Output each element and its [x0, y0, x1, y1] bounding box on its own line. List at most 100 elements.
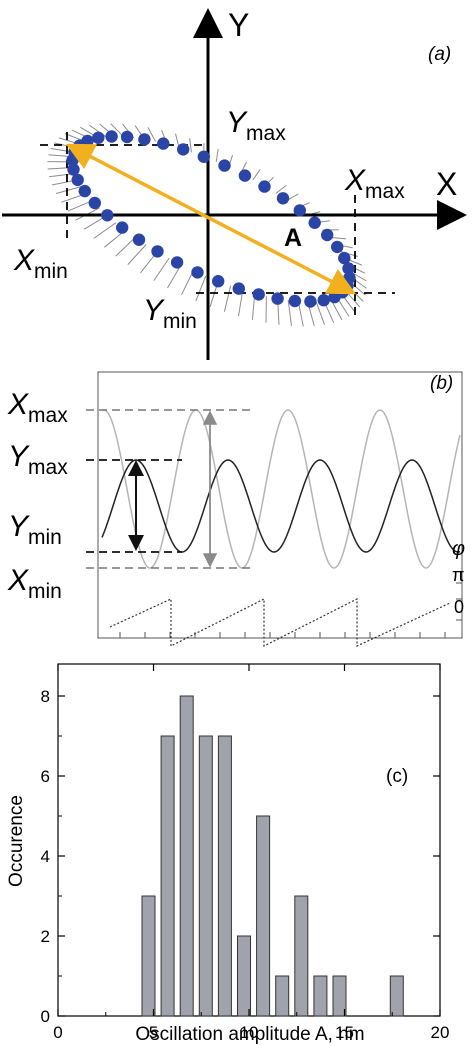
- trajectory-dot: [105, 130, 118, 143]
- panel-a-label: (a): [428, 44, 451, 65]
- panel-b-ticks: [119, 582, 462, 638]
- hatch-line: [238, 289, 244, 317]
- trajectory-dot: [177, 143, 190, 156]
- trajectory-dot: [170, 256, 184, 269]
- trajectory-dot: [212, 275, 225, 288]
- histogram-bar: [198, 735, 213, 1017]
- histogram-bar: [294, 895, 309, 1017]
- y-signal-curve: [101, 459, 461, 553]
- y-tick-label: 4: [41, 847, 50, 866]
- trajectory-dot: [288, 294, 302, 308]
- trajectory-dot: [343, 271, 356, 284]
- hatch-line: [195, 275, 207, 302]
- hatch-line: [93, 222, 117, 239]
- histogram: 0 5 10 15 20 0 2 4 6 8: [41, 663, 450, 1042]
- histogram-bar: [313, 975, 328, 1017]
- trajectory-dot: [328, 290, 341, 304]
- histogram-bar: [217, 735, 232, 1017]
- trajectory-dot: [101, 209, 114, 222]
- histogram-bar: [141, 895, 156, 1017]
- trajectory-dot: [321, 228, 334, 242]
- pi-tick-label: π: [452, 565, 464, 585]
- xmin-label: Xmin: [13, 244, 68, 283]
- zero-tick-label: 0: [454, 597, 464, 617]
- x-axis-title: Oscillation amplitude A, nm: [135, 1024, 364, 1045]
- y-axis-title: Occurence: [6, 795, 27, 887]
- trajectory-dot: [317, 294, 330, 307]
- trajectory-dot: [197, 150, 210, 163]
- xmax-label: Xmax: [344, 164, 405, 203]
- trajectory-dot: [252, 288, 265, 301]
- trajectory-dot: [151, 245, 164, 258]
- panel-c: 0 5 10 15 20 0 2 4 6 8 (c) Oscillation amplitude …: [6, 663, 450, 1045]
- ymin-label-b: Ymin: [8, 510, 62, 549]
- panel-b-frame: [97, 371, 463, 639]
- y-tick-label: 6: [41, 767, 50, 786]
- histogram-bar: [179, 695, 194, 1017]
- trajectory-dot: [88, 196, 102, 210]
- x-signal-curve: [101, 409, 461, 569]
- panel-c-label: (c): [386, 766, 408, 787]
- trajectory-dot: [218, 159, 231, 172]
- trajectory-dot: [120, 130, 134, 144]
- trajectory-dot: [232, 282, 245, 295]
- trajectory-dot: [138, 133, 151, 146]
- x-tick-label: 0: [53, 1023, 62, 1042]
- trajectory-dot: [331, 240, 344, 254]
- hatch-line: [215, 148, 219, 163]
- y-tick-label: 2: [41, 927, 50, 946]
- histogram-bar: [389, 975, 404, 1017]
- phase-symbol: φ: [452, 538, 465, 560]
- hatch-line: [189, 138, 192, 153]
- y-axis-label: Y: [228, 7, 249, 43]
- histogram-bar: [237, 935, 251, 1017]
- trajectory-dot: [258, 180, 271, 193]
- x-tick-label: 5: [149, 1023, 158, 1042]
- trajectory-dot: [191, 266, 204, 279]
- hatch-line: [315, 301, 325, 325]
- trajectory-dot: [271, 292, 284, 305]
- trajectory-dot: [304, 295, 317, 308]
- xmin-label-b: Xmin: [7, 564, 62, 603]
- histogram-bar: [256, 815, 271, 1017]
- y-tick-label: 0: [41, 1007, 50, 1026]
- trajectory-dot: [78, 184, 92, 198]
- trajectory-dot: [157, 137, 170, 150]
- xmax-label-b: Xmax: [7, 388, 68, 427]
- trajectory-dot: [132, 233, 146, 246]
- x-axis-label: X: [436, 166, 457, 202]
- amplitude-arrow: [65, 143, 357, 295]
- ymax-label-b: Ymax: [8, 440, 68, 479]
- y-tick-label: 8: [41, 687, 50, 706]
- hatch-line: [55, 186, 82, 194]
- panel-b: (b) Xmax Ymax Ymin Xmin φ π 0: [7, 371, 465, 647]
- ymax-label: Ymax: [226, 106, 286, 145]
- histogram-bar: [332, 975, 347, 1017]
- panel-a: Y X (a) A Ymax Xmax Xmin Ymin: [2, 7, 467, 360]
- histogram-bar: [275, 975, 290, 1017]
- histogram-bar: [160, 735, 175, 1017]
- trajectory-dot: [308, 216, 321, 229]
- x-tick-label: 10: [240, 1023, 259, 1042]
- hatch-line: [127, 244, 147, 265]
- hatch-line: [275, 185, 287, 194]
- phase-sawtooth: [109, 598, 451, 647]
- trajectory-dot: [293, 204, 306, 217]
- trajectory-dot: [81, 134, 94, 148]
- hatch-line: [252, 169, 261, 181]
- hatch-line: [287, 300, 292, 326]
- ymin-label: Ymin: [143, 294, 197, 333]
- hatch-line: [115, 236, 136, 257]
- x-tick-label: 20: [431, 1023, 450, 1042]
- hatch-line: [223, 285, 232, 312]
- amplitude-label: A: [284, 224, 302, 252]
- trajectory-dot: [116, 221, 129, 234]
- trajectory-dot: [276, 192, 290, 205]
- hatch-line: [147, 127, 157, 142]
- panel-b-label: (b): [430, 373, 453, 394]
- trajectory-dot: [238, 169, 252, 182]
- trajectory-dot: [92, 131, 105, 144]
- hatch-line: [153, 257, 170, 281]
- x-tick-label: 15: [335, 1023, 354, 1042]
